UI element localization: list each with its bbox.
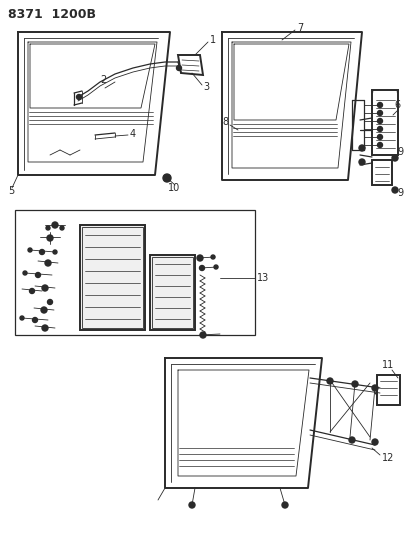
Text: 7: 7 [297,23,303,33]
Circle shape [392,187,398,193]
Text: 10: 10 [168,183,180,193]
Circle shape [377,102,383,108]
Circle shape [29,288,34,294]
Circle shape [197,255,203,261]
Polygon shape [150,255,195,330]
Circle shape [189,502,195,508]
Circle shape [211,255,215,259]
Circle shape [392,155,398,161]
Circle shape [352,381,358,387]
Circle shape [45,260,51,266]
Circle shape [60,226,64,230]
Circle shape [23,271,27,275]
Circle shape [359,159,365,165]
Text: 3: 3 [203,82,209,92]
Circle shape [377,118,383,124]
Circle shape [42,325,48,331]
Circle shape [163,174,171,182]
Circle shape [200,265,204,271]
Circle shape [377,142,383,148]
Circle shape [28,248,32,252]
Circle shape [36,272,40,278]
Circle shape [177,66,181,70]
Circle shape [214,265,218,269]
Circle shape [47,235,53,241]
Circle shape [372,385,378,391]
Circle shape [41,307,47,313]
Circle shape [40,249,44,254]
Circle shape [76,94,82,100]
Circle shape [377,134,383,140]
Circle shape [46,226,50,230]
Text: 8: 8 [222,117,228,127]
Circle shape [52,222,58,228]
Circle shape [282,502,288,508]
Circle shape [20,316,24,320]
Text: 6: 6 [394,100,400,110]
Text: 1: 1 [210,35,216,45]
Circle shape [377,110,383,116]
Text: 4: 4 [130,129,136,139]
Circle shape [42,285,48,291]
Circle shape [48,300,53,304]
Circle shape [200,332,206,338]
Circle shape [327,378,333,384]
Text: 12: 12 [382,453,394,463]
Polygon shape [80,225,145,330]
Circle shape [53,250,57,254]
Text: 8371  1200B: 8371 1200B [8,9,96,21]
Text: 11: 11 [382,360,394,370]
Text: 9: 9 [397,188,403,198]
Circle shape [377,126,383,132]
Text: 9: 9 [397,147,403,157]
Circle shape [372,439,378,445]
Circle shape [32,318,38,322]
Circle shape [359,145,365,151]
Text: 5: 5 [8,186,14,196]
Text: 2: 2 [100,75,106,85]
Text: 13: 13 [257,273,269,283]
Circle shape [349,437,355,443]
